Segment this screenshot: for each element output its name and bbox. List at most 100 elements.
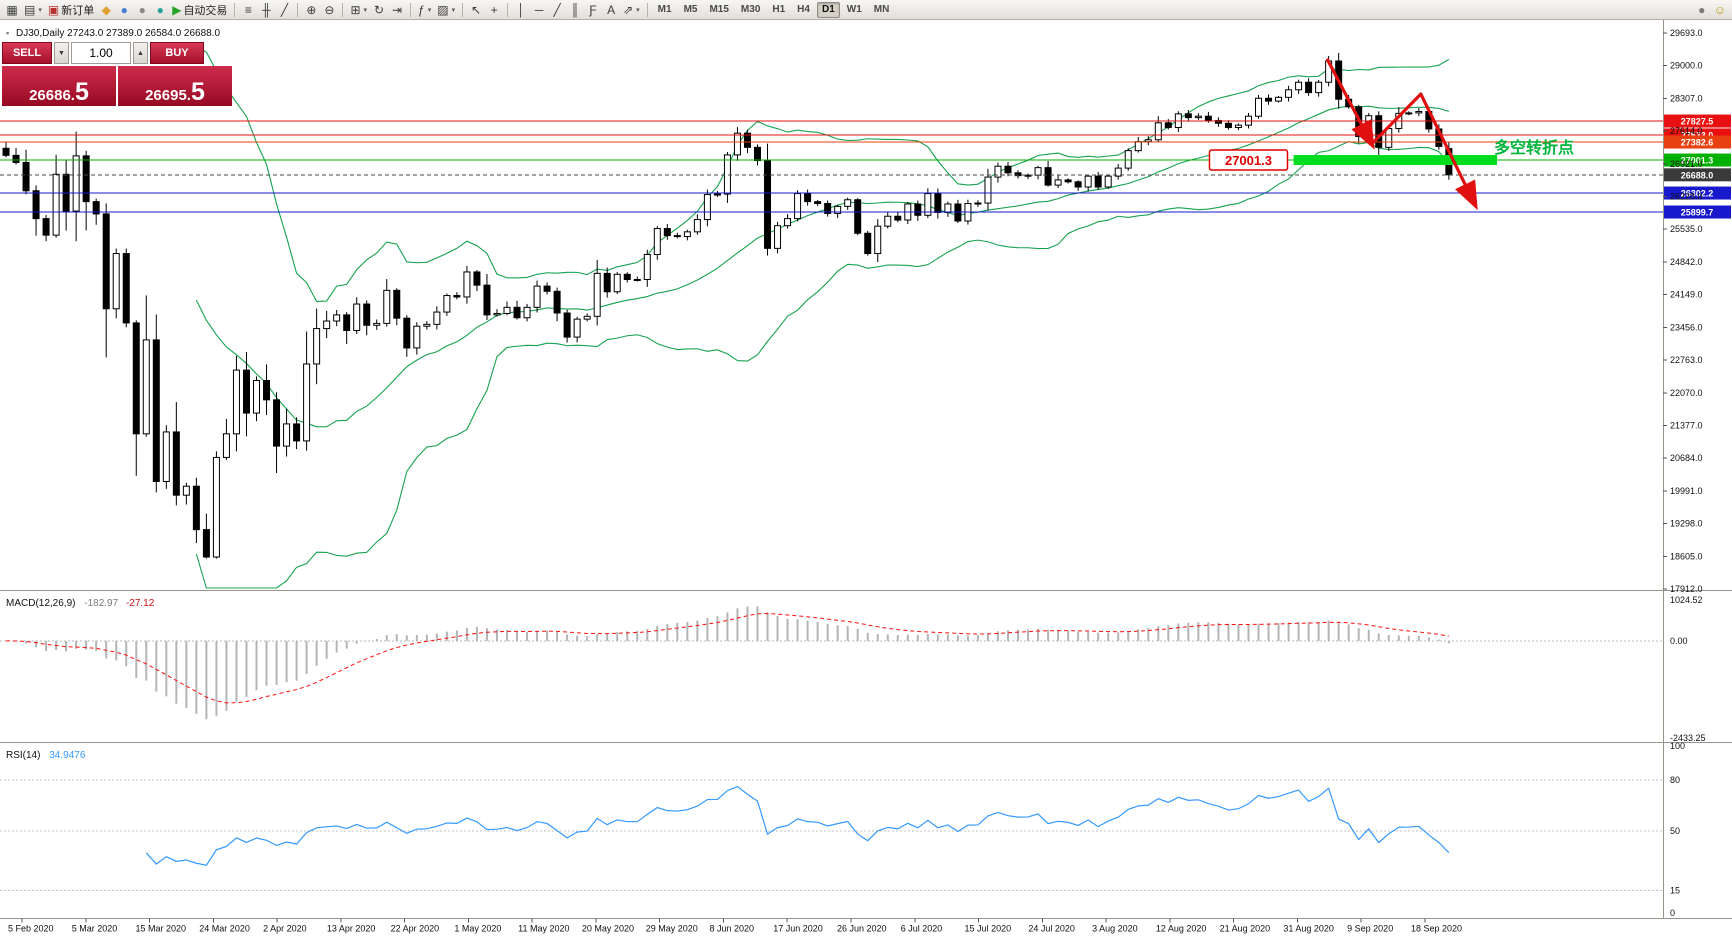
candle-body: [92, 201, 100, 215]
candle-body: [152, 339, 160, 482]
candle-body: [242, 369, 250, 414]
templates-button[interactable]: ▨ ▾: [434, 1, 458, 19]
vertical-line-icon: │: [517, 2, 525, 17]
new-chart-button[interactable]: ▦: [3, 1, 21, 19]
community-button[interactable]: ☺: [1711, 1, 1729, 19]
text-button[interactable]: A: [602, 1, 620, 19]
candle-body: [733, 132, 741, 156]
macd-value-main: -182.97: [84, 598, 118, 609]
x-tick-label: 1 May 2020: [454, 924, 501, 934]
candle-body: [1255, 97, 1262, 117]
volume-input[interactable]: [71, 42, 131, 64]
search-button[interactable]: ●: [1693, 1, 1711, 19]
cursor-button[interactable]: ↖: [467, 1, 485, 19]
buy-price[interactable]: 26695. 5: [118, 66, 232, 106]
candle-body: [283, 423, 291, 447]
toolbar-separator: [410, 2, 412, 17]
cursor-icon: ↖: [471, 2, 482, 17]
line-chart-button[interactable]: ╱: [275, 1, 293, 19]
chart-shift-button[interactable]: ⇥: [388, 1, 406, 19]
buy-price-main: 26695.: [145, 87, 191, 104]
indicators-icon: ƒ: [418, 2, 425, 17]
sell-price[interactable]: 26686. 5: [2, 66, 116, 106]
trend-arrow[interactable]: [1370, 92, 1423, 146]
candle-body: [553, 290, 561, 314]
zoom-in-button[interactable]: ⊕: [302, 1, 320, 19]
volume-up-button[interactable]: ▲: [133, 42, 148, 64]
trendline-button[interactable]: ╱: [548, 1, 566, 19]
candle-body: [232, 369, 240, 435]
trend-arrow[interactable]: [1419, 92, 1478, 211]
chevron-down-icon: ▾: [38, 6, 42, 14]
price-level-tag: [1664, 186, 1731, 200]
history-center-button[interactable]: ●: [115, 1, 133, 19]
candle-body: [1305, 81, 1313, 94]
x-tick-label: 15 Mar 2020: [136, 924, 187, 934]
candle-body: [934, 193, 942, 213]
timeframe-w1-button[interactable]: W1: [842, 2, 867, 18]
chart-annotations[interactable]: 27001.3 多空转折点: [1208, 58, 1574, 211]
candle-body: [1285, 89, 1293, 98]
timeframe-h1-button[interactable]: H1: [767, 2, 790, 18]
sell-button[interactable]: SELL: [2, 42, 52, 64]
candle-body: [663, 228, 671, 237]
fibonacci-button[interactable]: Ƒ: [584, 1, 602, 19]
timeframe-m5-button[interactable]: M5: [679, 2, 703, 18]
auto-scroll-button[interactable]: ↻: [370, 1, 388, 19]
tile-windows-button[interactable]: ⊞ ▾: [347, 1, 370, 19]
candle-body: [623, 273, 631, 280]
instrument-icon: ▪: [6, 28, 9, 38]
metaeditor-button[interactable]: ◆: [97, 1, 115, 19]
candle-body: [1375, 115, 1383, 148]
candle-body: [1064, 179, 1072, 183]
timeframe-mn-button[interactable]: MN: [869, 2, 895, 18]
chart-profiles-button[interactable]: ▤ ▾: [21, 1, 45, 19]
y-tick-label: 22763.0: [1670, 355, 1703, 365]
rsi-scale-label: 100: [1670, 741, 1685, 751]
support-highlight-bar[interactable]: [1293, 155, 1497, 166]
candle-body: [713, 193, 721, 196]
candle-body: [423, 323, 431, 327]
candle-body: [844, 199, 852, 207]
bollinger-upper: [196, 45, 1450, 303]
candle-body: [774, 225, 782, 249]
zoom-out-button[interactable]: ⊖: [320, 1, 338, 19]
global-settings-button[interactable]: ●: [133, 1, 151, 19]
timeframe-m1-button[interactable]: M1: [653, 2, 677, 18]
candlestick-chart-button[interactable]: ╫: [257, 1, 275, 19]
indicators-button[interactable]: ƒ ▾: [415, 1, 434, 19]
timeframe-d1-button[interactable]: D1: [816, 1, 840, 18]
trend-arrow[interactable]: [1326, 58, 1375, 150]
turning-point-note[interactable]: 多空转折点: [1494, 138, 1574, 157]
rsi-label: RSI(14) 34.9476: [6, 750, 86, 761]
horizontal-line-button[interactable]: ─: [530, 1, 548, 19]
autotrading-button[interactable]: ▶ 自动交易: [169, 1, 230, 19]
timeframe-m15-button[interactable]: M15: [704, 2, 733, 18]
volume-down-button[interactable]: ▼: [54, 42, 69, 64]
candle-body: [2, 147, 10, 156]
candle-body: [543, 285, 551, 292]
arrows-button[interactable]: ⇗ ▾: [620, 1, 643, 19]
y-tick-label: 24842.0: [1670, 257, 1703, 267]
bar-chart-button[interactable]: ≡: [239, 1, 257, 19]
channel-button[interactable]: ║: [566, 1, 584, 19]
candle-body: [1004, 165, 1012, 174]
new-order-button[interactable]: ▣ 新订单: [45, 1, 97, 19]
buy-button[interactable]: BUY: [150, 42, 204, 64]
market-button[interactable]: ●: [151, 1, 169, 19]
vertical-line-button[interactable]: │: [512, 1, 530, 19]
candle-body: [1084, 175, 1092, 188]
toolbar-separator: [234, 2, 236, 17]
candle-body: [1184, 113, 1192, 119]
search-icon: ●: [1698, 2, 1706, 17]
timeframe-m30-button[interactable]: M30: [736, 2, 765, 18]
timeframe-h4-button[interactable]: H4: [792, 2, 815, 18]
crosshair-button[interactable]: +: [485, 1, 503, 19]
candle-body: [42, 218, 50, 236]
candle-body: [222, 433, 230, 458]
candle-body: [884, 215, 892, 227]
one-click-trade-panel: SELL ▼ ▲ BUY 26686.5 26695.5: [2, 42, 236, 108]
price-callout-box[interactable]: [1208, 149, 1289, 171]
